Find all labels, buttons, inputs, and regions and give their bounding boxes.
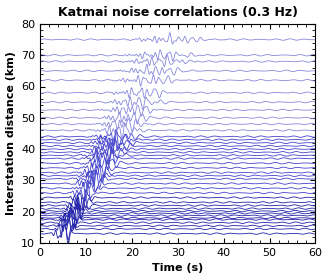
Title: Katmai noise correlations (0.3 Hz): Katmai noise correlations (0.3 Hz) [58,6,298,19]
Y-axis label: Interstation distance (km): Interstation distance (km) [6,52,15,215]
X-axis label: Time (s): Time (s) [152,263,203,273]
